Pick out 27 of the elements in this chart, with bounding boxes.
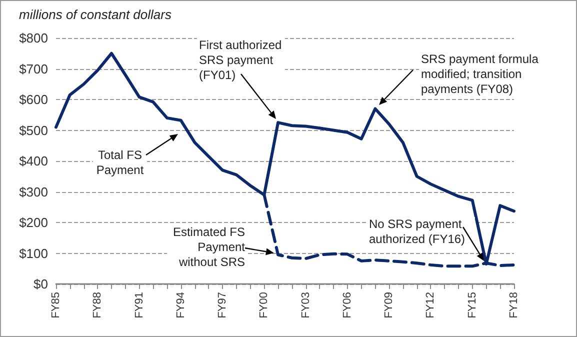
annotation: SRS payment formula modified; transition payments (FY08) — [419, 52, 543, 97]
x-tick-label: FY09 — [383, 292, 396, 318]
y-tick-label: $800 — [19, 30, 48, 46]
x-tick-label: FY15 — [466, 292, 478, 318]
x-tick-label: FY18 — [508, 292, 520, 318]
y-axis-title: millions of constant dollars — [19, 7, 172, 22]
y-tick-label: $300 — [19, 184, 48, 200]
y-tick-label: $700 — [19, 61, 48, 76]
y-tick-label: $600 — [19, 92, 48, 107]
x-tick-label: FY03 — [300, 292, 312, 318]
annotation: First authorized SRS payment (FY01) — [197, 38, 285, 83]
y-tick-label: $0 — [34, 276, 48, 292]
x-tick-label: FY12 — [424, 292, 437, 318]
x-tick-label: FY94 — [174, 292, 187, 318]
y-tick-label: $100 — [19, 246, 48, 261]
x-tick-label: FY00 — [258, 292, 270, 318]
y-tick-label: $500 — [19, 122, 48, 138]
annotation: No SRS payment authorized (FY16) — [367, 217, 475, 247]
x-tick-label: FY88 — [92, 292, 104, 318]
x-tick-label: FY06 — [341, 292, 354, 318]
x-tick-label: FY85 — [50, 292, 62, 318]
y-tick-label: $400 — [19, 154, 48, 168]
x-tick-label: FY91 — [133, 292, 146, 318]
annotation: Estimated FS Payment without SRS — [167, 225, 247, 270]
x-tick-label: FY97 — [216, 292, 229, 318]
y-tick-label: $200 — [19, 215, 48, 230]
annotation: Total FS Payment — [93, 148, 147, 178]
